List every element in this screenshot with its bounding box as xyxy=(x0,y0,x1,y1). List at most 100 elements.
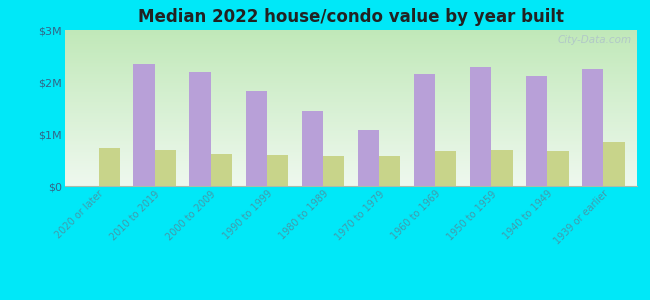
Bar xyxy=(65,35,637,36)
Bar xyxy=(65,47,637,49)
Bar xyxy=(65,124,637,125)
Bar xyxy=(65,155,637,156)
Bar xyxy=(65,100,637,102)
Bar xyxy=(65,66,637,68)
Bar xyxy=(65,152,637,153)
Bar xyxy=(65,58,637,60)
Bar xyxy=(65,177,637,178)
Bar xyxy=(65,88,637,89)
Bar xyxy=(65,125,637,127)
Bar xyxy=(65,46,637,47)
Bar xyxy=(65,102,637,103)
Title: Median 2022 house/condo value by year built: Median 2022 house/condo value by year bu… xyxy=(138,8,564,26)
Bar xyxy=(65,30,637,31)
Bar xyxy=(65,117,637,119)
Bar xyxy=(65,53,637,55)
Bar xyxy=(65,33,637,35)
Bar xyxy=(302,111,323,186)
Bar xyxy=(65,144,637,146)
Bar xyxy=(65,121,637,122)
Bar xyxy=(379,156,400,186)
Bar xyxy=(65,68,637,69)
Bar xyxy=(65,169,637,170)
Bar xyxy=(65,91,637,92)
Bar xyxy=(65,150,637,152)
Text: City-Data.com: City-Data.com xyxy=(557,35,631,45)
Bar xyxy=(323,156,345,186)
Bar xyxy=(65,114,637,116)
Bar xyxy=(65,83,637,85)
Bar xyxy=(65,113,637,114)
Bar xyxy=(65,55,637,56)
Bar xyxy=(65,94,637,95)
Bar xyxy=(547,151,569,186)
Bar xyxy=(65,130,637,131)
Bar xyxy=(65,82,637,83)
Bar xyxy=(65,142,637,144)
Bar xyxy=(470,68,491,186)
Bar xyxy=(65,131,637,133)
Bar xyxy=(65,50,637,52)
Bar xyxy=(65,70,637,72)
Bar xyxy=(65,38,637,39)
Bar xyxy=(65,160,637,161)
Bar xyxy=(65,181,637,183)
Bar xyxy=(65,153,637,155)
Bar xyxy=(65,74,637,75)
Bar xyxy=(65,127,637,128)
Bar xyxy=(65,49,637,50)
Bar xyxy=(65,80,637,82)
Bar xyxy=(65,41,637,43)
Bar xyxy=(65,158,637,160)
Bar xyxy=(65,184,637,186)
Bar xyxy=(65,156,637,158)
Bar xyxy=(65,111,637,113)
Bar xyxy=(65,108,637,110)
Bar xyxy=(65,36,637,38)
Bar xyxy=(65,133,637,134)
Bar xyxy=(65,164,637,166)
Bar xyxy=(65,128,637,130)
Bar xyxy=(65,148,637,150)
Bar xyxy=(65,61,637,63)
Bar xyxy=(65,139,637,141)
Bar xyxy=(65,69,637,70)
Bar xyxy=(133,64,155,186)
Bar xyxy=(65,63,637,64)
Bar xyxy=(65,75,637,77)
Bar xyxy=(603,142,625,186)
Bar xyxy=(65,86,637,88)
Bar xyxy=(65,60,637,61)
Bar xyxy=(65,56,637,58)
Bar xyxy=(65,44,637,46)
Bar xyxy=(65,178,637,180)
Bar xyxy=(65,32,637,33)
Bar xyxy=(582,69,603,186)
Bar xyxy=(65,116,637,117)
Bar xyxy=(65,175,637,177)
Bar xyxy=(65,92,637,94)
Bar xyxy=(65,99,637,100)
Bar xyxy=(65,161,637,163)
Bar xyxy=(65,85,637,86)
Bar xyxy=(435,151,456,186)
Bar xyxy=(65,134,637,136)
Bar xyxy=(190,72,211,186)
Bar xyxy=(526,76,547,186)
Bar xyxy=(65,172,637,173)
Bar xyxy=(65,52,637,53)
Bar xyxy=(65,78,637,80)
Bar xyxy=(65,43,637,44)
Bar xyxy=(65,163,637,164)
Bar xyxy=(99,148,120,186)
Bar xyxy=(65,106,637,108)
Bar xyxy=(65,147,637,148)
Bar xyxy=(267,155,288,186)
Bar xyxy=(65,97,637,99)
Bar xyxy=(65,170,637,172)
Bar xyxy=(65,173,637,175)
Bar xyxy=(358,130,379,186)
Bar xyxy=(65,183,637,184)
Bar xyxy=(65,39,637,41)
Bar xyxy=(65,95,637,97)
